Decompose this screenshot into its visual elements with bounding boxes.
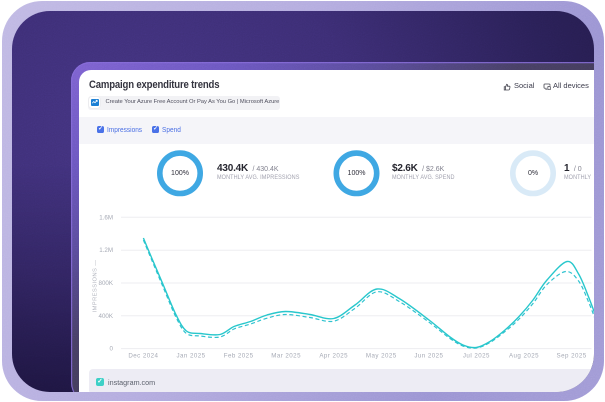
svg-text:800K: 800K xyxy=(99,280,114,287)
svg-text:Jan 2025: Jan 2025 xyxy=(176,353,205,360)
svg-text:Apr 2025: Apr 2025 xyxy=(319,353,348,360)
svg-text:IMPRESSIONS —: IMPRESSIONS — xyxy=(93,260,99,313)
svg-text:1.2M: 1.2M xyxy=(99,247,113,254)
svg-text:Aug 2025: Aug 2025 xyxy=(509,353,539,360)
svg-text:Mar 2025: Mar 2025 xyxy=(271,353,301,360)
svg-text:0: 0 xyxy=(110,346,114,353)
svg-text:1.6M: 1.6M xyxy=(99,214,113,221)
svg-text:May 2025: May 2025 xyxy=(366,353,397,360)
svg-text:Jul 2025: Jul 2025 xyxy=(463,353,490,360)
svg-text:Feb 2025: Feb 2025 xyxy=(224,353,254,360)
svg-text:Sep 2025: Sep 2025 xyxy=(557,353,587,360)
svg-text:400K: 400K xyxy=(99,313,114,320)
svg-text:Jun 2025: Jun 2025 xyxy=(414,353,443,360)
svg-text:Dec 2024: Dec 2024 xyxy=(128,353,158,360)
